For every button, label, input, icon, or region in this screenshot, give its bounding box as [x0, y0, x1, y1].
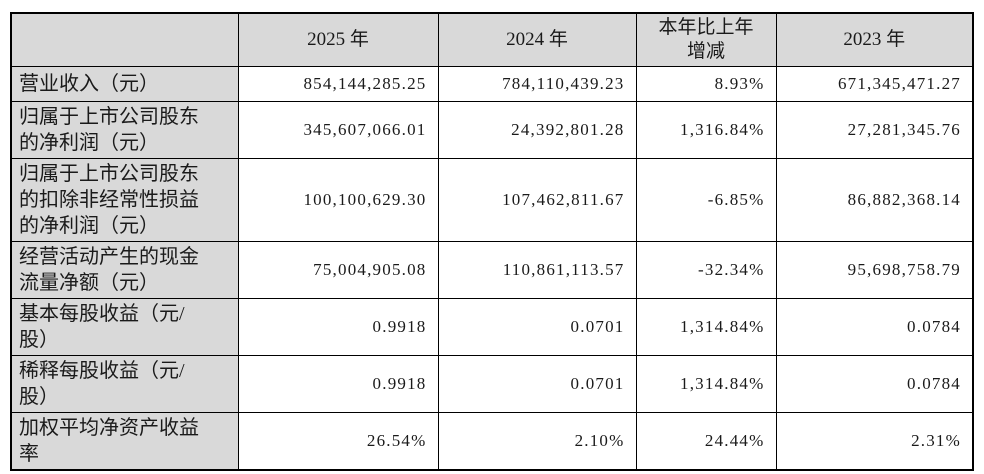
header-cell-2024: 2024 年 [437, 12, 637, 67]
row-label: 归属于上市公司股东的净利润（元） [10, 101, 239, 159]
cell-2025-value: 26.54% [237, 412, 439, 471]
row-label: 加权平均净资产收益率 [10, 412, 239, 471]
cell-yoy-value: 1,314.84% [635, 355, 777, 413]
cell-2023-value: 0.0784 [775, 298, 974, 356]
cell-2024-value: 110,861,113.57 [437, 241, 637, 299]
cell-yoy-value: -32.34% [635, 241, 777, 299]
table-header-row: 2025 年 2024 年 本年比上年增减 2023 年 [10, 12, 974, 67]
cell-2024-value: 784,110,439.23 [437, 66, 637, 102]
cell-2025-value: 0.9918 [237, 355, 439, 413]
cell-2025-value: 100,100,629.30 [237, 158, 439, 242]
cell-2024-value: 24,392,801.28 [437, 101, 637, 159]
row-label: 归属于上市公司股东的扣除非经常性损益的净利润（元） [10, 158, 239, 242]
cell-yoy-value: 24.44% [635, 412, 777, 471]
cell-yoy-value: 1,316.84% [635, 101, 777, 159]
cell-2023-value: 86,882,368.14 [775, 158, 974, 242]
cell-2025-value: 854,144,285.25 [237, 66, 439, 102]
cell-yoy-value: 1,314.84% [635, 298, 777, 356]
financial-summary-table: 2025 年 2024 年 本年比上年增减 2023 年 营业收入（元） 854… [10, 12, 974, 471]
cell-2023-value: 95,698,758.79 [775, 241, 974, 299]
table-row-operating-cash-flow: 经营活动产生的现金流量净额（元） 75,004,905.08 110,861,1… [10, 241, 974, 299]
cell-2025-value: 75,004,905.08 [237, 241, 439, 299]
cell-2023-value: 0.0784 [775, 355, 974, 413]
cell-2024-value: 107,462,811.67 [437, 158, 637, 242]
row-label: 稀释每股收益（元/股） [10, 355, 239, 413]
cell-2025-value: 345,607,066.01 [237, 101, 439, 159]
table-row-diluted-eps: 稀释每股收益（元/股） 0.9918 0.0701 1,314.84% 0.07… [10, 355, 974, 413]
table-row-net-profit: 归属于上市公司股东的净利润（元） 345,607,066.01 24,392,8… [10, 101, 974, 159]
table-row-weighted-avg-roe: 加权平均净资产收益率 26.54% 2.10% 24.44% 2.31% [10, 412, 974, 471]
cell-2023-value: 2.31% [775, 412, 974, 471]
cell-2024-value: 0.0701 [437, 298, 637, 356]
table-row-operating-revenue: 营业收入（元） 854,144,285.25 784,110,439.23 8.… [10, 66, 974, 102]
cell-yoy-value: 8.93% [635, 66, 777, 102]
header-cell-2023: 2023 年 [775, 12, 974, 67]
cell-yoy-value: -6.85% [635, 158, 777, 242]
cell-2025-value: 0.9918 [237, 298, 439, 356]
cell-2024-value: 0.0701 [437, 355, 637, 413]
table-row-net-profit-excl-nonrecurring: 归属于上市公司股东的扣除非经常性损益的净利润（元） 100,100,629.30… [10, 158, 974, 242]
cell-2023-value: 27,281,345.76 [775, 101, 974, 159]
header-cell-yoy-change: 本年比上年增减 [635, 12, 777, 67]
cell-2023-value: 671,345,471.27 [775, 66, 974, 102]
row-label: 营业收入（元） [10, 66, 239, 102]
row-label: 基本每股收益（元/股） [10, 298, 239, 356]
table-row-basic-eps: 基本每股收益（元/股） 0.9918 0.0701 1,314.84% 0.07… [10, 298, 974, 356]
header-cell-blank [10, 12, 239, 67]
row-label: 经营活动产生的现金流量净额（元） [10, 241, 239, 299]
cell-2024-value: 2.10% [437, 412, 637, 471]
header-cell-2025: 2025 年 [237, 12, 439, 67]
